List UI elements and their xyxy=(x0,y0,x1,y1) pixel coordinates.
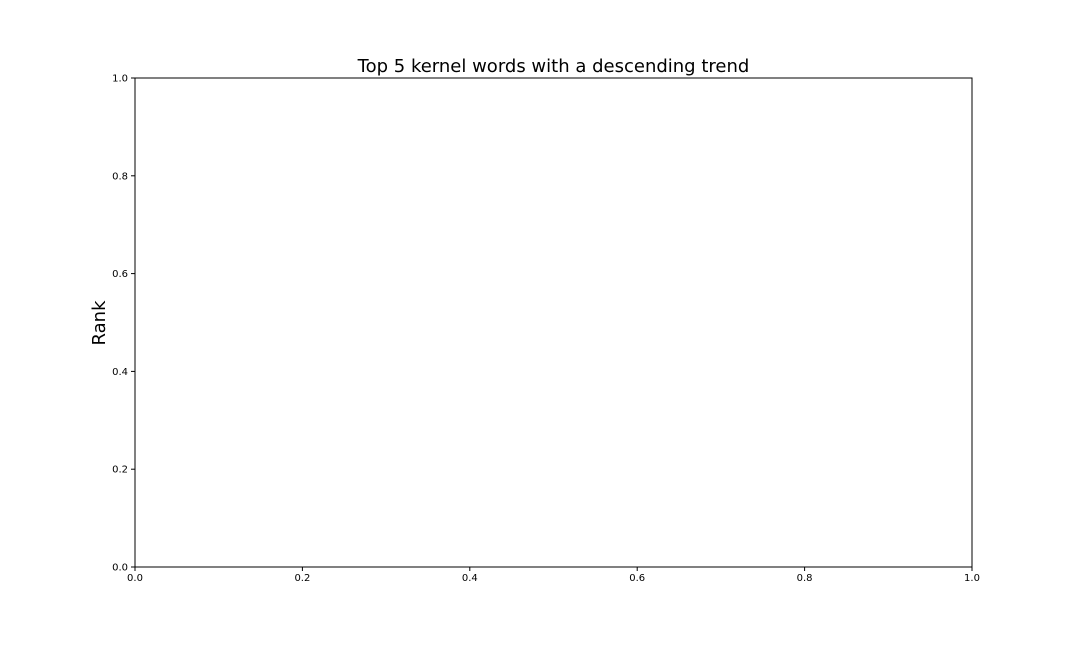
x-axis-ticks: 0.0 0.2 0.4 0.6 0.8 1.0 xyxy=(127,567,980,584)
y-axis-ticks: 0.0 0.2 0.4 0.6 0.8 1.0 xyxy=(112,74,135,574)
x-tick-label: 0.8 xyxy=(797,573,813,584)
x-tick-label: 0.0 xyxy=(127,573,143,584)
x-tick-label: 0.6 xyxy=(629,573,645,584)
x-tick-label: 0.2 xyxy=(294,573,310,584)
y-tick-label: 1.0 xyxy=(112,74,128,85)
plot-area xyxy=(134,77,973,568)
y-tick-label: 0.4 xyxy=(112,367,128,378)
chart-title: Top 5 kernel words with a descending tre… xyxy=(357,56,750,77)
y-axis-label: Rank xyxy=(89,300,110,346)
y-tick-label: 0.6 xyxy=(112,269,128,280)
plot-frame xyxy=(134,77,973,568)
x-tick-label: 0.4 xyxy=(462,573,478,584)
y-tick-label: 0.0 xyxy=(112,563,128,574)
y-tick-label: 0.8 xyxy=(112,171,128,182)
x-tick-label: 1.0 xyxy=(964,573,980,584)
y-tick-label: 0.2 xyxy=(112,465,128,476)
